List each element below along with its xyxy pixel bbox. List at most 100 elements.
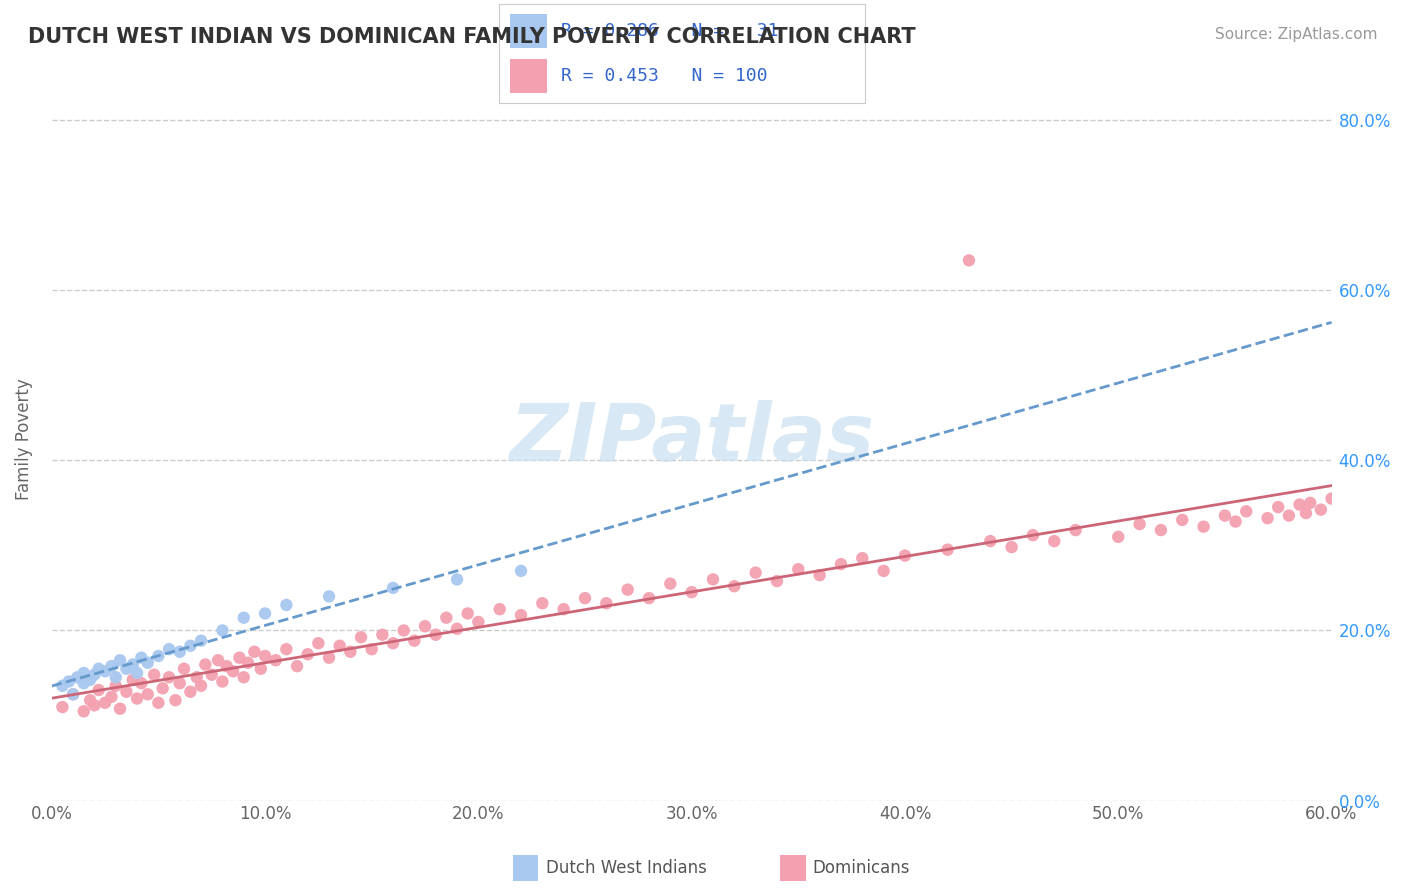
Text: R = 0.453   N = 100: R = 0.453 N = 100 [561, 67, 768, 85]
Point [488, 602, 510, 616]
Point [318, 650, 340, 665]
Point [371, 628, 394, 642]
Point [595, 596, 617, 610]
Point [73, 665, 96, 680]
Point [190, 633, 212, 648]
Point [115, 684, 138, 698]
Point [787, 562, 810, 576]
Point [510, 608, 533, 623]
Point [413, 619, 436, 633]
Point [1267, 500, 1289, 514]
Point [392, 624, 415, 638]
Point [1107, 530, 1129, 544]
Point [1150, 523, 1173, 537]
Point [936, 542, 959, 557]
Point [254, 607, 277, 621]
Point [232, 670, 254, 684]
Point [264, 653, 287, 667]
Point [830, 557, 852, 571]
Point [1257, 511, 1279, 525]
Point [211, 624, 233, 638]
Point [108, 702, 131, 716]
Point [1129, 517, 1152, 532]
Point [1064, 523, 1087, 537]
Point [121, 657, 143, 672]
Point [58, 674, 80, 689]
Point [350, 630, 373, 644]
Point [404, 633, 426, 648]
Point [104, 670, 127, 684]
Point [276, 598, 298, 612]
Point [87, 662, 110, 676]
Point [307, 636, 329, 650]
Point [190, 679, 212, 693]
Point [1192, 519, 1215, 533]
Point [131, 676, 153, 690]
Point [62, 687, 84, 701]
Point [329, 639, 352, 653]
Point [1278, 508, 1301, 523]
Point [659, 576, 682, 591]
Point [1000, 540, 1022, 554]
Point [382, 581, 405, 595]
Point [157, 642, 180, 657]
FancyBboxPatch shape [510, 60, 547, 93]
Point [382, 636, 405, 650]
Point [872, 564, 894, 578]
Point [94, 665, 117, 679]
Point [125, 691, 148, 706]
Point [702, 573, 724, 587]
Point [723, 579, 745, 593]
Point [531, 596, 554, 610]
Point [236, 656, 259, 670]
Point [201, 667, 224, 681]
Point [1320, 491, 1343, 506]
Point [249, 662, 271, 676]
Point [318, 590, 340, 604]
Point [339, 645, 361, 659]
Point [131, 650, 153, 665]
Point [1295, 506, 1317, 520]
Point [553, 602, 575, 616]
Point [148, 696, 170, 710]
Point [638, 591, 661, 606]
Point [1225, 515, 1247, 529]
Point [894, 549, 917, 563]
Point [446, 573, 468, 587]
Text: DUTCH WEST INDIAN VS DOMINICAN FAMILY POVERTY CORRELATION CHART: DUTCH WEST INDIAN VS DOMINICAN FAMILY PO… [28, 27, 915, 46]
Point [808, 568, 831, 582]
Point [179, 639, 201, 653]
Point [186, 670, 208, 684]
Point [254, 648, 277, 663]
Point [79, 673, 101, 687]
Point [285, 659, 308, 673]
Point [467, 615, 489, 629]
Point [1288, 498, 1310, 512]
Text: Source: ZipAtlas.com: Source: ZipAtlas.com [1215, 27, 1378, 42]
Point [152, 681, 174, 696]
Point [148, 648, 170, 663]
Point [1234, 504, 1257, 518]
Point [1171, 513, 1194, 527]
Point [1213, 508, 1236, 523]
Point [434, 610, 457, 624]
Point [104, 679, 127, 693]
Point [79, 693, 101, 707]
Point [243, 645, 266, 659]
Point [574, 591, 596, 606]
Point [179, 684, 201, 698]
Point [215, 659, 238, 673]
Point [157, 670, 180, 684]
Point [1022, 528, 1045, 542]
Point [136, 656, 159, 670]
Point [207, 653, 229, 667]
Point [228, 650, 250, 665]
Point [73, 676, 96, 690]
Point [136, 687, 159, 701]
Point [457, 607, 479, 621]
Point [1309, 502, 1331, 516]
Point [232, 610, 254, 624]
Point [297, 647, 319, 661]
Y-axis label: Family Poverty: Family Poverty [15, 378, 32, 500]
Point [115, 662, 138, 676]
